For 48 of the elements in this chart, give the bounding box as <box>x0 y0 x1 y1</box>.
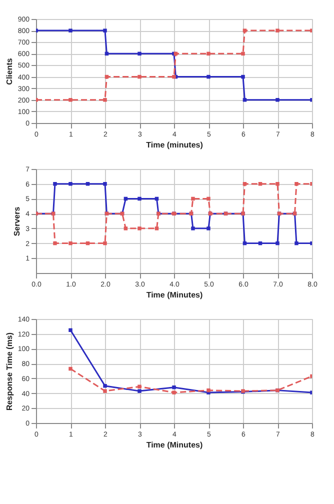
point <box>172 390 176 394</box>
point <box>191 196 195 201</box>
point <box>103 241 107 246</box>
y-axis-title: Clients <box>4 58 14 85</box>
point <box>206 74 210 79</box>
point <box>241 74 245 79</box>
x-axis-title: Time (Minutes) <box>146 440 203 450</box>
point <box>124 226 128 230</box>
point <box>68 328 72 332</box>
x-axis-title: Time (Minutes) <box>146 290 203 300</box>
point <box>103 182 107 186</box>
point <box>103 389 107 393</box>
point <box>242 28 247 32</box>
point <box>103 28 107 32</box>
point <box>191 226 195 230</box>
point <box>241 52 245 56</box>
point <box>276 28 280 32</box>
point <box>242 98 247 102</box>
point <box>154 226 159 230</box>
line-series <box>36 28 312 102</box>
point <box>53 182 57 186</box>
point <box>294 182 298 186</box>
point <box>276 182 280 186</box>
point <box>138 74 142 79</box>
point <box>103 384 107 388</box>
point <box>138 389 142 393</box>
point <box>68 182 72 186</box>
point <box>68 366 72 371</box>
point <box>206 196 210 201</box>
point <box>138 226 142 230</box>
y-axis-title: Response Time (ms) <box>4 332 14 411</box>
point <box>68 241 72 246</box>
point <box>206 388 210 392</box>
point <box>276 241 280 246</box>
y-axis-title: Servers <box>12 206 22 236</box>
x-axis-title: Time (minutes) <box>146 140 204 150</box>
point <box>276 98 280 102</box>
point <box>138 384 142 388</box>
point <box>138 196 142 201</box>
point <box>138 52 142 56</box>
point <box>68 98 72 102</box>
point <box>294 241 298 246</box>
point <box>206 52 210 56</box>
point <box>68 28 72 32</box>
point <box>172 385 176 390</box>
point <box>206 226 210 230</box>
point <box>103 98 107 102</box>
point <box>53 241 57 246</box>
